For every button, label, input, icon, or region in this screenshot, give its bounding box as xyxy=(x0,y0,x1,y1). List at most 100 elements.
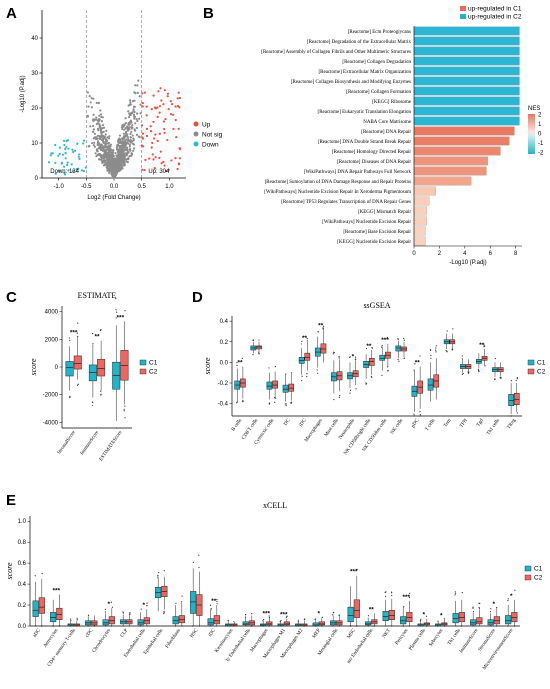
box-outlier xyxy=(477,368,479,371)
volcano-point xyxy=(159,87,162,90)
volcano-point xyxy=(166,92,170,95)
box-outlier xyxy=(322,327,324,330)
box-body xyxy=(505,615,512,625)
boxplot-category-label: Plasma cells xyxy=(409,628,427,651)
volcano-point xyxy=(99,126,102,129)
box-outlier xyxy=(129,613,131,615)
boxplot-category-label: NK cells xyxy=(390,418,404,435)
boxplot-category-label: MEP xyxy=(312,628,322,639)
volcano-point xyxy=(106,169,109,172)
box-outlier xyxy=(365,383,367,385)
box-outlier xyxy=(472,625,474,627)
boxplot-legend-c2: C2 xyxy=(149,369,158,376)
box-outlier xyxy=(397,358,399,361)
box-outlier xyxy=(286,615,288,617)
pathway-label: [KEGG] Nucleotide Excision Repair xyxy=(337,240,411,245)
volcano-point xyxy=(89,101,92,104)
pathway-label: [WikiPathways] DNA Repair Pathways Full … xyxy=(304,170,412,175)
volcano-point xyxy=(122,132,125,135)
box-outlier xyxy=(356,568,358,570)
volcano-point xyxy=(117,163,120,166)
volcano-point xyxy=(92,124,95,127)
boxplot-legend-c1: C1 xyxy=(149,360,158,367)
pathway-bar xyxy=(413,136,510,146)
box-body xyxy=(487,619,494,626)
box-body xyxy=(97,359,106,377)
significance-mark: * xyxy=(142,602,145,609)
significance-mark: * xyxy=(107,601,110,608)
box-body xyxy=(137,619,144,626)
panel-letter-c: C xyxy=(6,289,17,306)
box-outlier xyxy=(216,598,218,601)
volcano-point xyxy=(127,104,130,107)
box-outlier xyxy=(306,340,308,342)
box-outlier xyxy=(76,625,78,627)
volcano-point xyxy=(177,91,180,94)
box-outlier xyxy=(425,615,428,617)
box-body xyxy=(406,612,413,623)
volcano-y-tick-label: 40 xyxy=(31,36,38,42)
boxplot-category-label: Tem xyxy=(443,418,452,428)
nes-colorbar-tick: 2 xyxy=(538,113,542,119)
box-outlier xyxy=(274,366,277,368)
volcano-point xyxy=(114,173,118,176)
volcano-point xyxy=(123,143,126,146)
volcano-legend-swatch xyxy=(193,141,199,147)
volcano-point xyxy=(163,131,166,134)
volcano-point xyxy=(124,127,127,130)
box-outlier xyxy=(268,367,270,369)
box-outlier xyxy=(390,591,393,593)
volcano-point xyxy=(150,108,153,111)
volcano-point xyxy=(122,164,126,167)
volcano-point xyxy=(126,151,129,155)
volcano-points xyxy=(47,79,182,179)
volcano-point xyxy=(100,131,103,134)
volcano-point xyxy=(158,111,161,114)
box-outlier xyxy=(413,413,415,415)
boxplot-y-label: score xyxy=(5,562,14,579)
volcano-point xyxy=(135,118,138,121)
box-outlier xyxy=(35,625,37,627)
volcano-point xyxy=(131,124,134,127)
pathway-label: [Reactome] Homology Directed Repair xyxy=(332,150,411,155)
volcano-point xyxy=(109,167,112,171)
box-outlier xyxy=(317,372,319,374)
volcano-point xyxy=(157,90,160,93)
volcano-point xyxy=(88,95,91,98)
pathway-label: [WikiPathways] Nucleotide Excision Repai… xyxy=(322,220,411,225)
boxplot-legend-swatch-c2 xyxy=(524,574,532,581)
pathway-label: NABA Core Matrisome xyxy=(363,120,412,125)
box-outlier xyxy=(104,608,106,611)
volcano-point xyxy=(113,170,116,173)
box-body xyxy=(256,345,262,350)
volcano-x-tick-label: -0.5 xyxy=(81,184,92,190)
volcano-point xyxy=(135,126,139,130)
volcano-point xyxy=(57,154,60,157)
volcano-down-count: Down: 134 xyxy=(50,169,79,175)
volcano-point xyxy=(47,161,51,164)
box-outlier xyxy=(268,616,271,619)
box-outlier xyxy=(461,591,463,594)
boxplot-category-label: Macrophages xyxy=(304,418,324,443)
box-outlier xyxy=(354,356,357,358)
significance-mark: *** xyxy=(402,594,410,601)
box-outlier xyxy=(245,625,247,627)
volcano-point xyxy=(124,132,128,135)
panel-letter-a: A xyxy=(6,5,17,22)
pathway-label: [Reactome] Extracellular Matrix Organiza… xyxy=(318,70,411,75)
box-outlier xyxy=(323,325,325,327)
volcano-point xyxy=(54,161,57,164)
volcano-point xyxy=(82,169,85,173)
box-outlier xyxy=(339,625,341,627)
volcano-point xyxy=(126,135,130,139)
boxplot-legend-c1: C1 xyxy=(534,566,543,573)
volcano-point xyxy=(98,114,101,117)
pathway-x-tick-label: 2 xyxy=(438,251,442,257)
boxplot-legend-swatch-c1 xyxy=(139,359,147,366)
volcano-point xyxy=(63,143,66,147)
box-outlier xyxy=(472,606,474,608)
box-outlier xyxy=(122,625,124,627)
volcano-point xyxy=(133,128,136,131)
box-body xyxy=(452,613,459,624)
significance-mark: * xyxy=(317,611,320,618)
